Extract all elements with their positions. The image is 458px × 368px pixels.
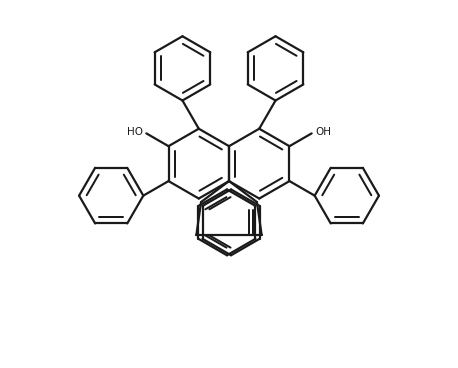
Text: OH: OH [315, 127, 331, 137]
Text: HO: HO [127, 127, 143, 137]
